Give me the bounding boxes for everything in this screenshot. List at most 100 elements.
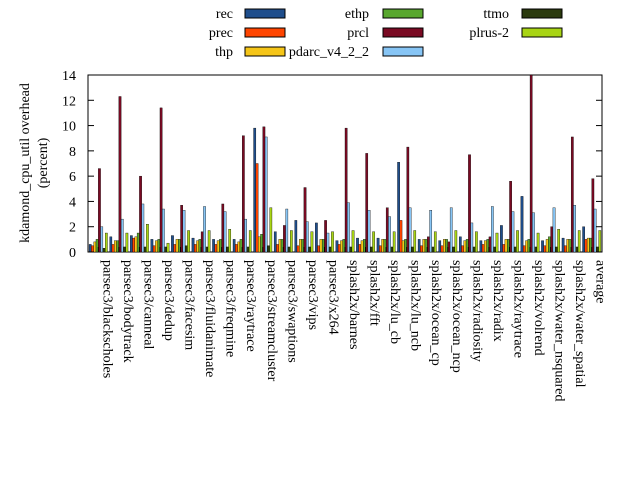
bar-plrus-2-splash2x-barnes <box>351 230 355 253</box>
bar-rec-splash2x-lu_ncb <box>397 162 400 253</box>
legend-swatch-rec <box>244 8 286 19</box>
bar-ttmo-splash2x-barnes <box>349 246 353 253</box>
legend-label-thp: thp <box>215 45 233 60</box>
bar-thp-splash2x-radix <box>484 240 487 253</box>
x-tick-label: average <box>593 260 608 304</box>
bar-plrus-2-splash2x-water_spatial <box>577 230 581 253</box>
bar-prec-splash2x-barnes <box>337 244 341 253</box>
bar-pdarc_v4_2_2-splash2x-water_nsquared <box>552 207 556 253</box>
bar-rec-average <box>582 226 585 253</box>
bar-plrus-2-parsec3-canneal <box>146 224 149 253</box>
y-tick-label: 14 <box>62 69 76 84</box>
bar-ttmo-parsec3-canneal <box>143 246 147 253</box>
bar-thp-parsec3-streamcluster <box>257 236 261 253</box>
bar-plrus-2-parsec3-dedup <box>166 242 170 253</box>
bar-rec-parsec3-vips <box>294 220 298 253</box>
bar-prec-parsec3-swaptions <box>276 244 279 253</box>
bar-prec-parsec3-bodytrack <box>111 244 115 253</box>
bar-prec-parsec3-facesim <box>173 244 177 253</box>
legend: rec prec thp ethp prcl pdarc_v4_2_2 ttmo plrus-… <box>209 7 563 60</box>
bar-pdarc_v4_2_2-parsec3-bodytrack <box>120 218 124 253</box>
bar-prcl-splash2x-water_spatial <box>570 136 574 253</box>
bar-prcl-splash2x-volrend <box>529 74 533 253</box>
legend-label-ethp: ethp <box>345 7 369 22</box>
bar-plrus-2-splash2x-volrend <box>536 232 540 253</box>
legend-label-rec: rec <box>216 7 233 22</box>
bar-pdarc_v4_2_2-parsec3-swaptions <box>285 208 289 253</box>
bar-pdarc_v4_2_2-splash2x-water_spatial <box>573 205 576 253</box>
bar-rec-parsec3-canneal <box>130 235 133 253</box>
plot-area <box>87 74 603 253</box>
bar-rec-splash2x-water_nsquared <box>541 240 544 253</box>
bar-plrus-2-splash2x-ocean_cp <box>433 231 437 253</box>
bar-plrus-2-splash2x-ocean_ncp <box>454 230 458 253</box>
legend-swatch-prcl <box>382 27 424 38</box>
bar-rec-splash2x-lu_cb <box>376 237 380 253</box>
bar-ttmo-parsec3-blackscholes <box>102 248 106 253</box>
bar-prcl-parsec3-bodytrack <box>118 96 122 253</box>
bar-pdarc_v4_2_2-parsec3-dedup <box>162 208 165 253</box>
bar-ttmo-parsec3-x264 <box>328 246 332 253</box>
bar-pdarc_v4_2_2-average <box>593 208 597 253</box>
legend-swatch-ttmo <box>521 8 563 19</box>
bar-pdarc_v4_2_2-parsec3-x264 <box>326 232 330 253</box>
legend-label-prec: prec <box>209 26 233 41</box>
legend-label-plrus-2: plrus-2 <box>469 26 509 41</box>
bar-plrus-2-splash2x-lu_ncb <box>413 230 417 253</box>
x-tick-label: splash2x/fft <box>367 260 382 326</box>
bar-plrus-2-splash2x-fft <box>372 231 375 253</box>
bar-rec-parsec3-streamcluster <box>253 127 257 253</box>
x-tick-label: splash2x/ocean_ncp <box>449 260 464 373</box>
bar-thp-parsec3-raytrace <box>237 241 241 253</box>
bar-thp-splash2x-volrend <box>525 240 528 253</box>
bar-thp-parsec3-freqmine <box>216 240 220 253</box>
bar-pdarc_v4_2_2-splash2x-radiosity <box>470 222 474 253</box>
bar-ttmo-splash2x-radix <box>493 246 496 253</box>
bar-ttmo-average <box>596 246 599 253</box>
bar-prcl-splash2x-lu_ncb <box>406 146 410 253</box>
bar-plrus-2-splash2x-radiosity <box>475 231 478 253</box>
bar-ttmo-parsec3-swaptions <box>287 246 291 253</box>
x-tick-label: parsec3/canneal <box>140 260 155 349</box>
bar-prec-average <box>584 239 588 253</box>
bar-ttmo-splash2x-volrend <box>534 246 538 253</box>
legend-label-pdarc_v4_2_2: pdarc_v4_2_2 <box>289 45 369 60</box>
y-tick-label: 10 <box>62 120 76 135</box>
bar-ttmo-parsec3-freqmine <box>226 246 229 253</box>
bar-plrus-2-parsec3-streamcluster <box>269 207 273 253</box>
x-tick-label: parsec3/dedup <box>161 260 176 341</box>
x-tick-label: splash2x/ocean_cp <box>428 260 443 366</box>
bar-thp-splash2x-water_spatial <box>566 239 570 253</box>
bar-thp-parsec3-x264 <box>319 239 323 253</box>
bar-prec-parsec3-blackscholes <box>91 245 94 253</box>
y-tick-label: 12 <box>62 94 76 109</box>
legend-label-prcl: prcl <box>347 26 369 41</box>
bar-prcl-splash2x-fft <box>365 153 369 253</box>
y-tick-label: 4 <box>69 195 76 210</box>
bar-pdarc_v4_2_2-splash2x-lu_cb <box>388 216 391 253</box>
x-tick-label: parsec3/bodytrack <box>120 260 135 363</box>
x-tick-label: splash2x/raytrace <box>510 260 525 358</box>
bar-rec-splash2x-water_spatial <box>561 237 565 253</box>
bar-prcl-parsec3-dedup <box>159 107 163 253</box>
bar-thp-average <box>586 237 590 253</box>
bar-prcl-splash2x-barnes <box>344 127 348 253</box>
bar-rec-parsec3-dedup <box>150 239 154 253</box>
bar-plrus-2-parsec3-bodytrack <box>125 232 129 253</box>
bar-prec-splash2x-water_spatial <box>564 245 567 253</box>
bar-ttmo-splash2x-water_nsquared <box>555 246 558 253</box>
bar-prec-splash2x-lu_ncb <box>399 220 403 253</box>
x-tick-label: parsec3/vips <box>305 260 320 330</box>
bar-plrus-2-parsec3-x264 <box>331 231 334 253</box>
bar-plrus-2-parsec3-fluidanimate <box>207 230 211 253</box>
bar-thp-parsec3-vips <box>299 239 302 253</box>
legend-swatch-thp <box>244 46 286 57</box>
bar-prcl-splash2x-lu_cb <box>385 207 389 253</box>
bar-rec-splash2x-ocean_cp <box>417 239 421 253</box>
bar-prcl-splash2x-raytrace <box>509 181 512 253</box>
bar-ttmo-splash2x-fft <box>369 246 373 253</box>
bar-ttmo-parsec3-raytrace <box>246 246 250 253</box>
bar-rec-splash2x-volrend <box>520 196 524 253</box>
bar-plrus-2-parsec3-freqmine <box>228 229 232 253</box>
bar-pdarc_v4_2_2-splash2x-volrend <box>532 212 535 253</box>
